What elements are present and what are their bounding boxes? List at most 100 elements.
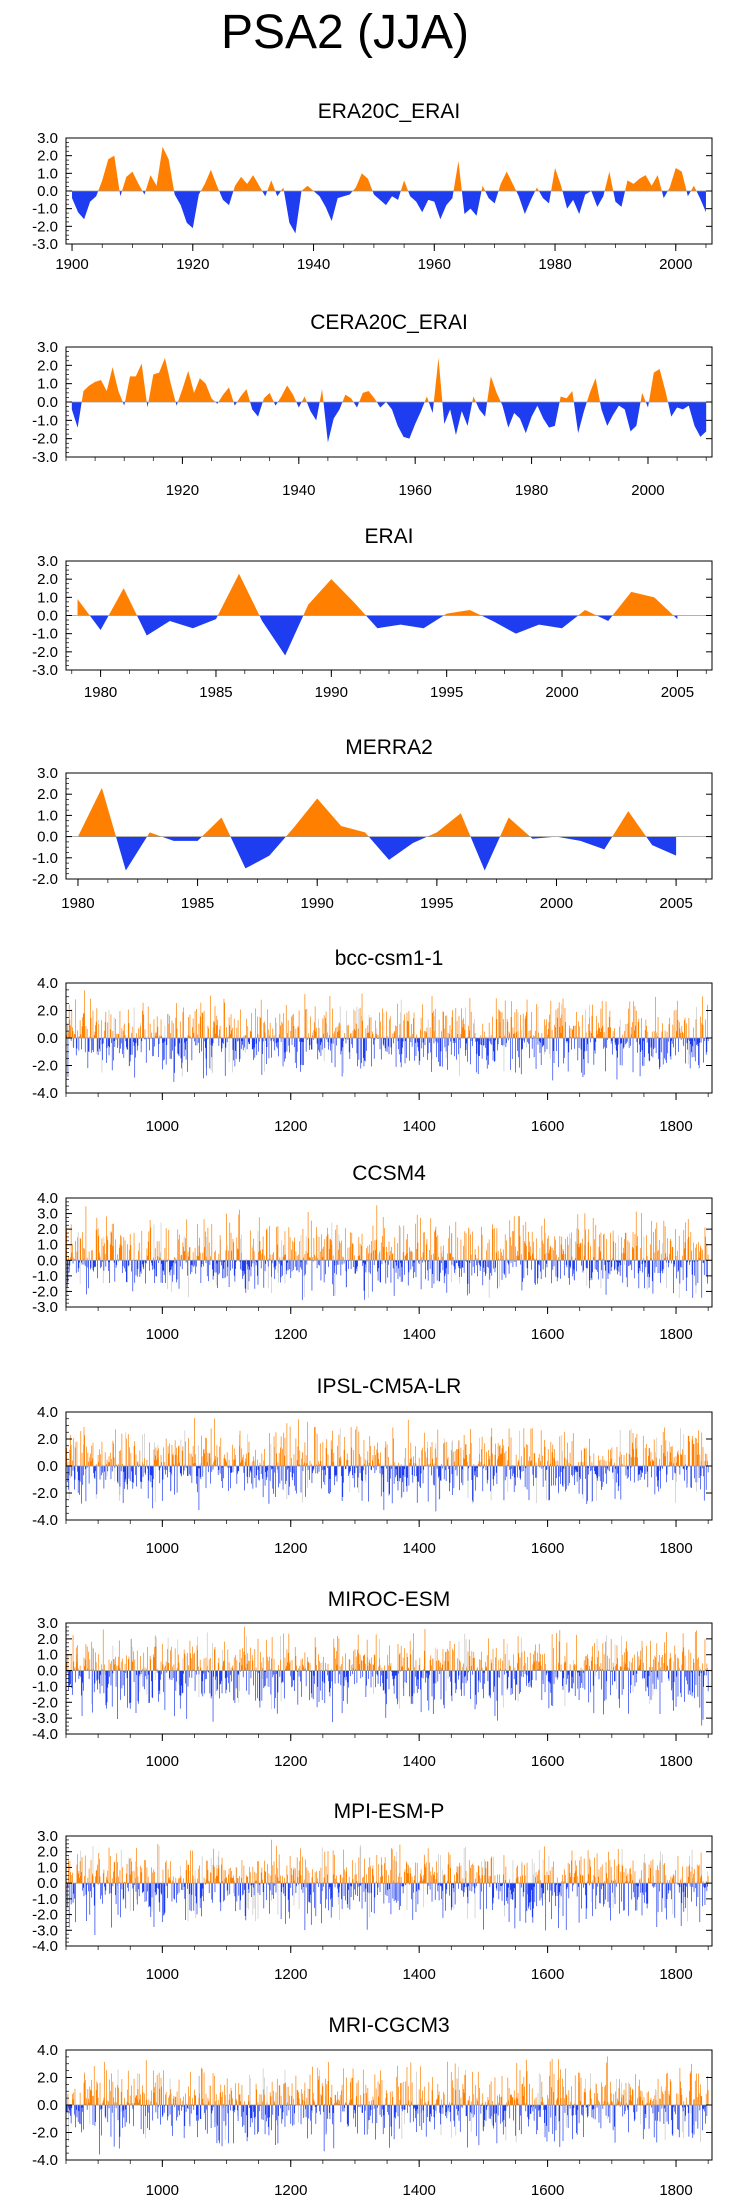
x-tick-label: 1000 [146, 2182, 179, 2199]
negative-bars [66, 1466, 709, 1512]
x-tick-label: 2005 [659, 895, 692, 912]
y-tick-label: -1.0 [32, 1678, 58, 1695]
panel-title: ERAI [364, 525, 413, 548]
y-tick-label: 4.0 [37, 1190, 58, 1207]
positive-bars [66, 1839, 709, 1884]
panel-title: MIROC-ESM [328, 1588, 451, 1611]
negative-bars [65, 1260, 708, 1301]
negative-bars [65, 2105, 708, 2155]
x-tick-label: 2000 [631, 482, 664, 499]
positive-area [71, 358, 707, 402]
x-tick-label: 1200 [274, 1753, 307, 1770]
x-tick-label: 1200 [274, 1118, 307, 1135]
x-tick-label: 1800 [659, 2182, 692, 2199]
panel-2: CERA20C_ERAI 3.02.0 1.00.0-1.0 -2.0-3.0 1920… [32, 311, 713, 499]
x-tick-label: 1600 [531, 1326, 564, 1343]
panel-title: CERA20C_ERAI [310, 311, 468, 334]
y-tick-label: 0.0 [37, 829, 58, 846]
y-tick-label: 0.0 [37, 1875, 58, 1892]
y-tick-label: 4.0 [37, 1404, 58, 1421]
x-tick-label: 2005 [661, 684, 694, 701]
y-tick-label: -2.0 [32, 871, 58, 888]
plot-frame [65, 772, 713, 880]
x-tick-label: 1000 [146, 1966, 179, 1983]
negative-bars [65, 1883, 708, 1936]
negative-bars [65, 1670, 709, 1726]
x-tick-label: 1600 [531, 2182, 564, 2199]
x-tick-label: 1960 [399, 482, 432, 499]
panel-title: CCSM4 [352, 1162, 426, 1185]
positive-bars [66, 1626, 708, 1671]
y-tick-label: -1.0 [32, 1891, 58, 1908]
y-tick-label: 2.0 [37, 2070, 58, 2087]
y-tick-label: -2.0 [32, 1058, 58, 1075]
y-tick-label: -2.0 [32, 431, 58, 448]
y-tick-label: -1.0 [32, 201, 58, 218]
y-tick-label: 3.0 [37, 765, 58, 782]
x-tick-label: 2000 [545, 684, 578, 701]
y-tick-label: -3.0 [32, 449, 58, 466]
x-tick-label: 1800 [659, 1966, 692, 1983]
x-tick-label: 1940 [297, 256, 330, 273]
y-tick-label: 3.0 [37, 130, 58, 147]
x-tick-label: 1800 [659, 1326, 692, 1343]
y-tick-label: 2.0 [37, 1631, 58, 1648]
panel-title: MERRA2 [345, 736, 433, 759]
y-tick-label: 2.0 [37, 1221, 58, 1238]
x-tick-label: 2000 [659, 256, 692, 273]
panel-10: MRI-CGCM3 4.0 2.0 0.0 -2.0 -4.0 1000 1200 1400 16… [32, 2014, 713, 2199]
y-tick-label: -1.0 [32, 1268, 58, 1285]
panel-8: MIROC-ESM 3.02.01.00.0-1.0-2.0-3.0-4.0 100… [32, 1588, 713, 1770]
panel-title: MRI-CGCM3 [328, 2014, 449, 2037]
y-tick-label: 1.0 [37, 1859, 58, 1876]
y-tick-label: 0.0 [37, 1663, 58, 1680]
y-tick-label: 1.0 [37, 807, 58, 824]
positive-bars [67, 2056, 709, 2105]
y-tick-label: 3.0 [37, 553, 58, 570]
negative-bars [65, 1038, 709, 1082]
y-tick-label: 0.0 [37, 2097, 58, 2114]
x-tick-label: 1400 [402, 1540, 435, 1557]
y-tick-label: 4.0 [37, 975, 58, 992]
y-tick-label: -3.0 [32, 662, 58, 679]
negative-area [71, 402, 707, 443]
y-tick-label: -4.0 [32, 1938, 58, 1955]
y-tick-label: 0.0 [37, 1458, 58, 1475]
y-tick-label: -2.0 [32, 218, 58, 235]
x-tick-label: 1920 [166, 482, 199, 499]
panel-3: ERAI 3.02.01.0 0.0-1.0-2.0-3.0 1980 1985 1990… [32, 525, 713, 701]
x-tick-label: 1400 [402, 2182, 435, 2199]
y-tick-label: -2.0 [32, 2125, 58, 2142]
y-tick-label: 2.0 [37, 357, 58, 374]
y-tick-label: 2.0 [37, 786, 58, 803]
x-tick-label: 1600 [531, 1540, 564, 1557]
x-tick-label: 1200 [274, 2182, 307, 2199]
y-tick-label: -1.0 [32, 412, 58, 429]
y-tick-label: 2.0 [37, 1003, 58, 1020]
x-tick-label: 1985 [199, 684, 232, 701]
y-tick-label: 0.0 [37, 1252, 58, 1269]
y-tick-label: -2.0 [32, 1485, 58, 1502]
x-tick-label: 1400 [402, 1326, 435, 1343]
panel-6: CCSM4 4.03.02.01.00.0-1.0-2.0-3.0 1000 1200… [32, 1162, 713, 1343]
y-tick-label: -3.0 [32, 236, 58, 253]
x-tick-label: 1200 [274, 1326, 307, 1343]
y-tick-label: -1.0 [32, 850, 58, 867]
y-tick-label: -3.0 [32, 1299, 58, 1316]
panel-1: ERA20C_ERAI 3.02.01.00.0-1.0-2.0-3.0 1900 1… [32, 100, 713, 273]
x-tick-label: 1920 [176, 256, 209, 273]
positive-bars [66, 1205, 709, 1261]
x-tick-label: 1800 [659, 1118, 692, 1135]
x-tick-label: 1980 [61, 895, 94, 912]
positive-area [77, 573, 678, 616]
negative-area [77, 836, 677, 871]
y-tick-label: 4.0 [37, 2042, 58, 2059]
x-tick-label: 1000 [146, 1326, 179, 1343]
x-tick-label: 2000 [540, 895, 573, 912]
negative-area [72, 191, 706, 234]
x-tick-label: 1400 [402, 1118, 435, 1135]
x-tick-label: 1980 [538, 256, 571, 273]
x-tick-label: 1940 [282, 482, 315, 499]
x-tick-label: 1600 [531, 1753, 564, 1770]
